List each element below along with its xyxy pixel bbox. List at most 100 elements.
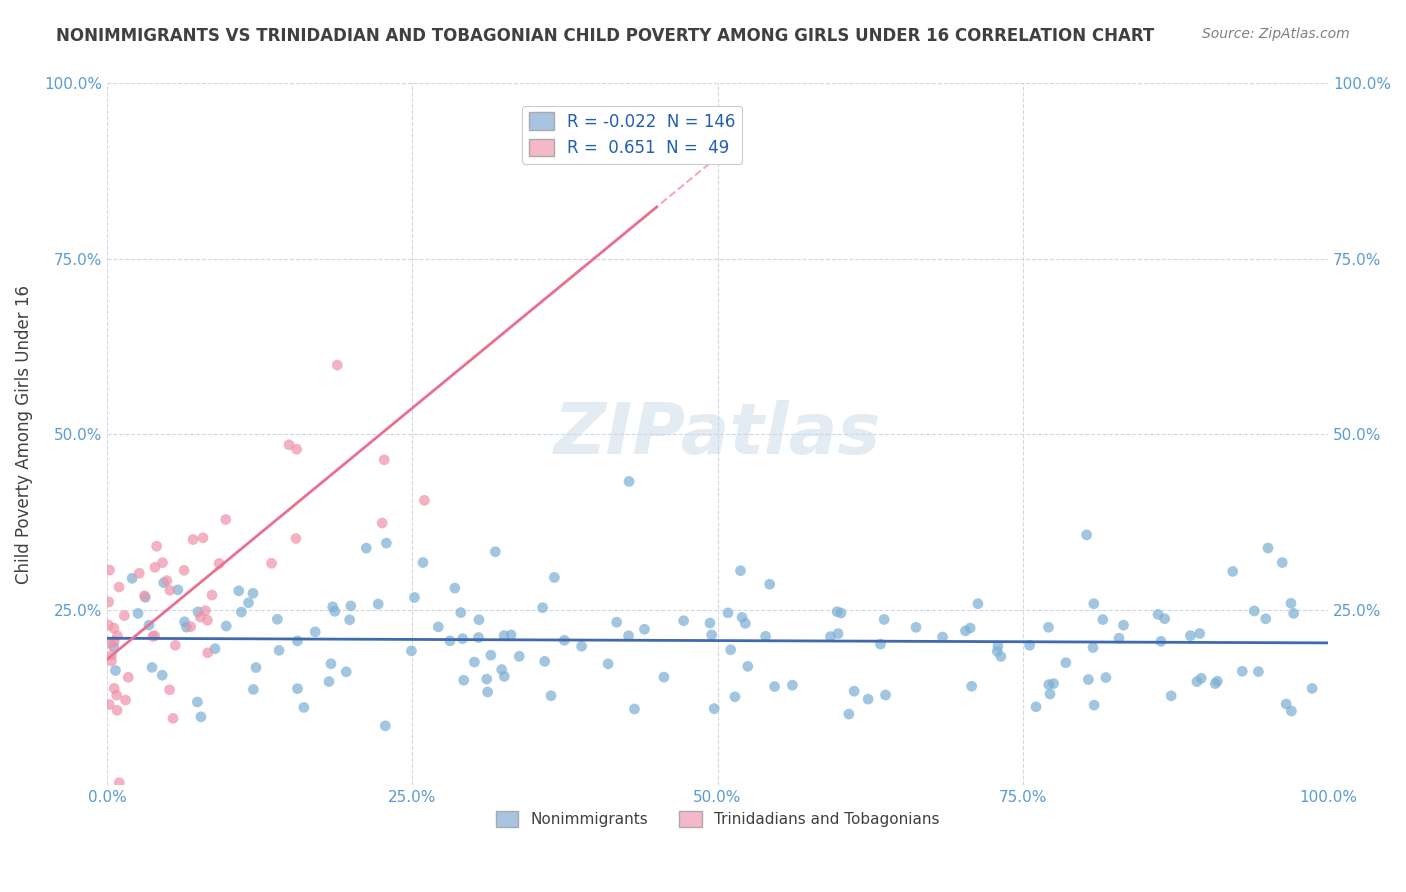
Point	[103, 681, 125, 696]
Point	[856, 692, 879, 706]
Point	[242, 586, 264, 600]
Point	[617, 475, 640, 489]
Point	[755, 629, 778, 643]
Point	[827, 626, 849, 640]
Point	[838, 707, 860, 722]
Point	[453, 673, 475, 688]
Point	[373, 452, 395, 467]
Point	[208, 557, 231, 571]
Point	[623, 702, 645, 716]
Point	[1279, 704, 1302, 718]
Point	[990, 649, 1012, 664]
Point	[475, 672, 498, 686]
Point	[103, 640, 125, 654]
Point	[699, 615, 721, 630]
Point	[717, 606, 740, 620]
Point	[763, 680, 786, 694]
Point	[1091, 613, 1114, 627]
Point	[374, 719, 396, 733]
Point	[700, 628, 723, 642]
Point	[1257, 541, 1279, 555]
Point	[869, 637, 891, 651]
Point	[960, 679, 983, 693]
Point	[215, 512, 238, 526]
Point	[322, 599, 344, 614]
Point	[128, 566, 150, 581]
Point	[197, 613, 219, 627]
Point	[413, 493, 436, 508]
Point	[730, 564, 752, 578]
Point	[1077, 673, 1099, 687]
Point	[1275, 697, 1298, 711]
Point	[143, 629, 166, 643]
Point	[1254, 612, 1277, 626]
Point	[1189, 671, 1212, 685]
Point	[159, 682, 181, 697]
Point	[162, 711, 184, 725]
Point	[463, 655, 485, 669]
Point	[142, 629, 165, 643]
Point	[318, 674, 340, 689]
Point	[1108, 631, 1130, 645]
Point	[758, 577, 780, 591]
Point	[873, 612, 896, 626]
Point	[494, 629, 516, 643]
Point	[114, 693, 136, 707]
Point	[1095, 671, 1118, 685]
Point	[598, 657, 620, 671]
Point	[371, 516, 394, 530]
Point	[1301, 681, 1323, 696]
Point	[1232, 665, 1254, 679]
Point	[523, 112, 546, 126]
Point	[1038, 620, 1060, 634]
Point	[304, 624, 326, 639]
Point	[190, 610, 212, 624]
Point	[724, 690, 747, 704]
Point	[284, 532, 307, 546]
Point	[173, 615, 195, 629]
Point	[1025, 699, 1047, 714]
Point	[121, 571, 143, 585]
Point	[401, 644, 423, 658]
Point	[1083, 698, 1105, 712]
Point	[986, 644, 1008, 658]
Point	[105, 629, 128, 643]
Point	[190, 710, 212, 724]
Point	[98, 698, 121, 712]
Point	[553, 633, 575, 648]
Point	[1279, 596, 1302, 610]
Point	[287, 681, 309, 696]
Point	[238, 596, 260, 610]
Point	[1018, 638, 1040, 652]
Point	[734, 616, 756, 631]
Point	[955, 624, 977, 638]
Point	[105, 703, 128, 717]
Point	[103, 621, 125, 635]
Point	[103, 634, 125, 648]
Point	[201, 588, 224, 602]
Point	[533, 654, 555, 668]
Point	[191, 531, 214, 545]
Point	[152, 575, 174, 590]
Point	[367, 597, 389, 611]
Point	[606, 615, 628, 630]
Point	[145, 539, 167, 553]
Point	[468, 613, 491, 627]
Point	[134, 591, 156, 605]
Point	[100, 654, 122, 668]
Point	[1185, 674, 1208, 689]
Point	[491, 663, 513, 677]
Point	[194, 604, 217, 618]
Point	[1282, 607, 1305, 621]
Point	[319, 657, 342, 671]
Point	[820, 630, 842, 644]
Point	[1039, 687, 1062, 701]
Point	[1153, 612, 1175, 626]
Point	[875, 688, 897, 702]
Point	[404, 591, 426, 605]
Point	[1112, 618, 1135, 632]
Point	[477, 685, 499, 699]
Point	[278, 438, 301, 452]
Point	[143, 560, 166, 574]
Point	[356, 541, 378, 555]
